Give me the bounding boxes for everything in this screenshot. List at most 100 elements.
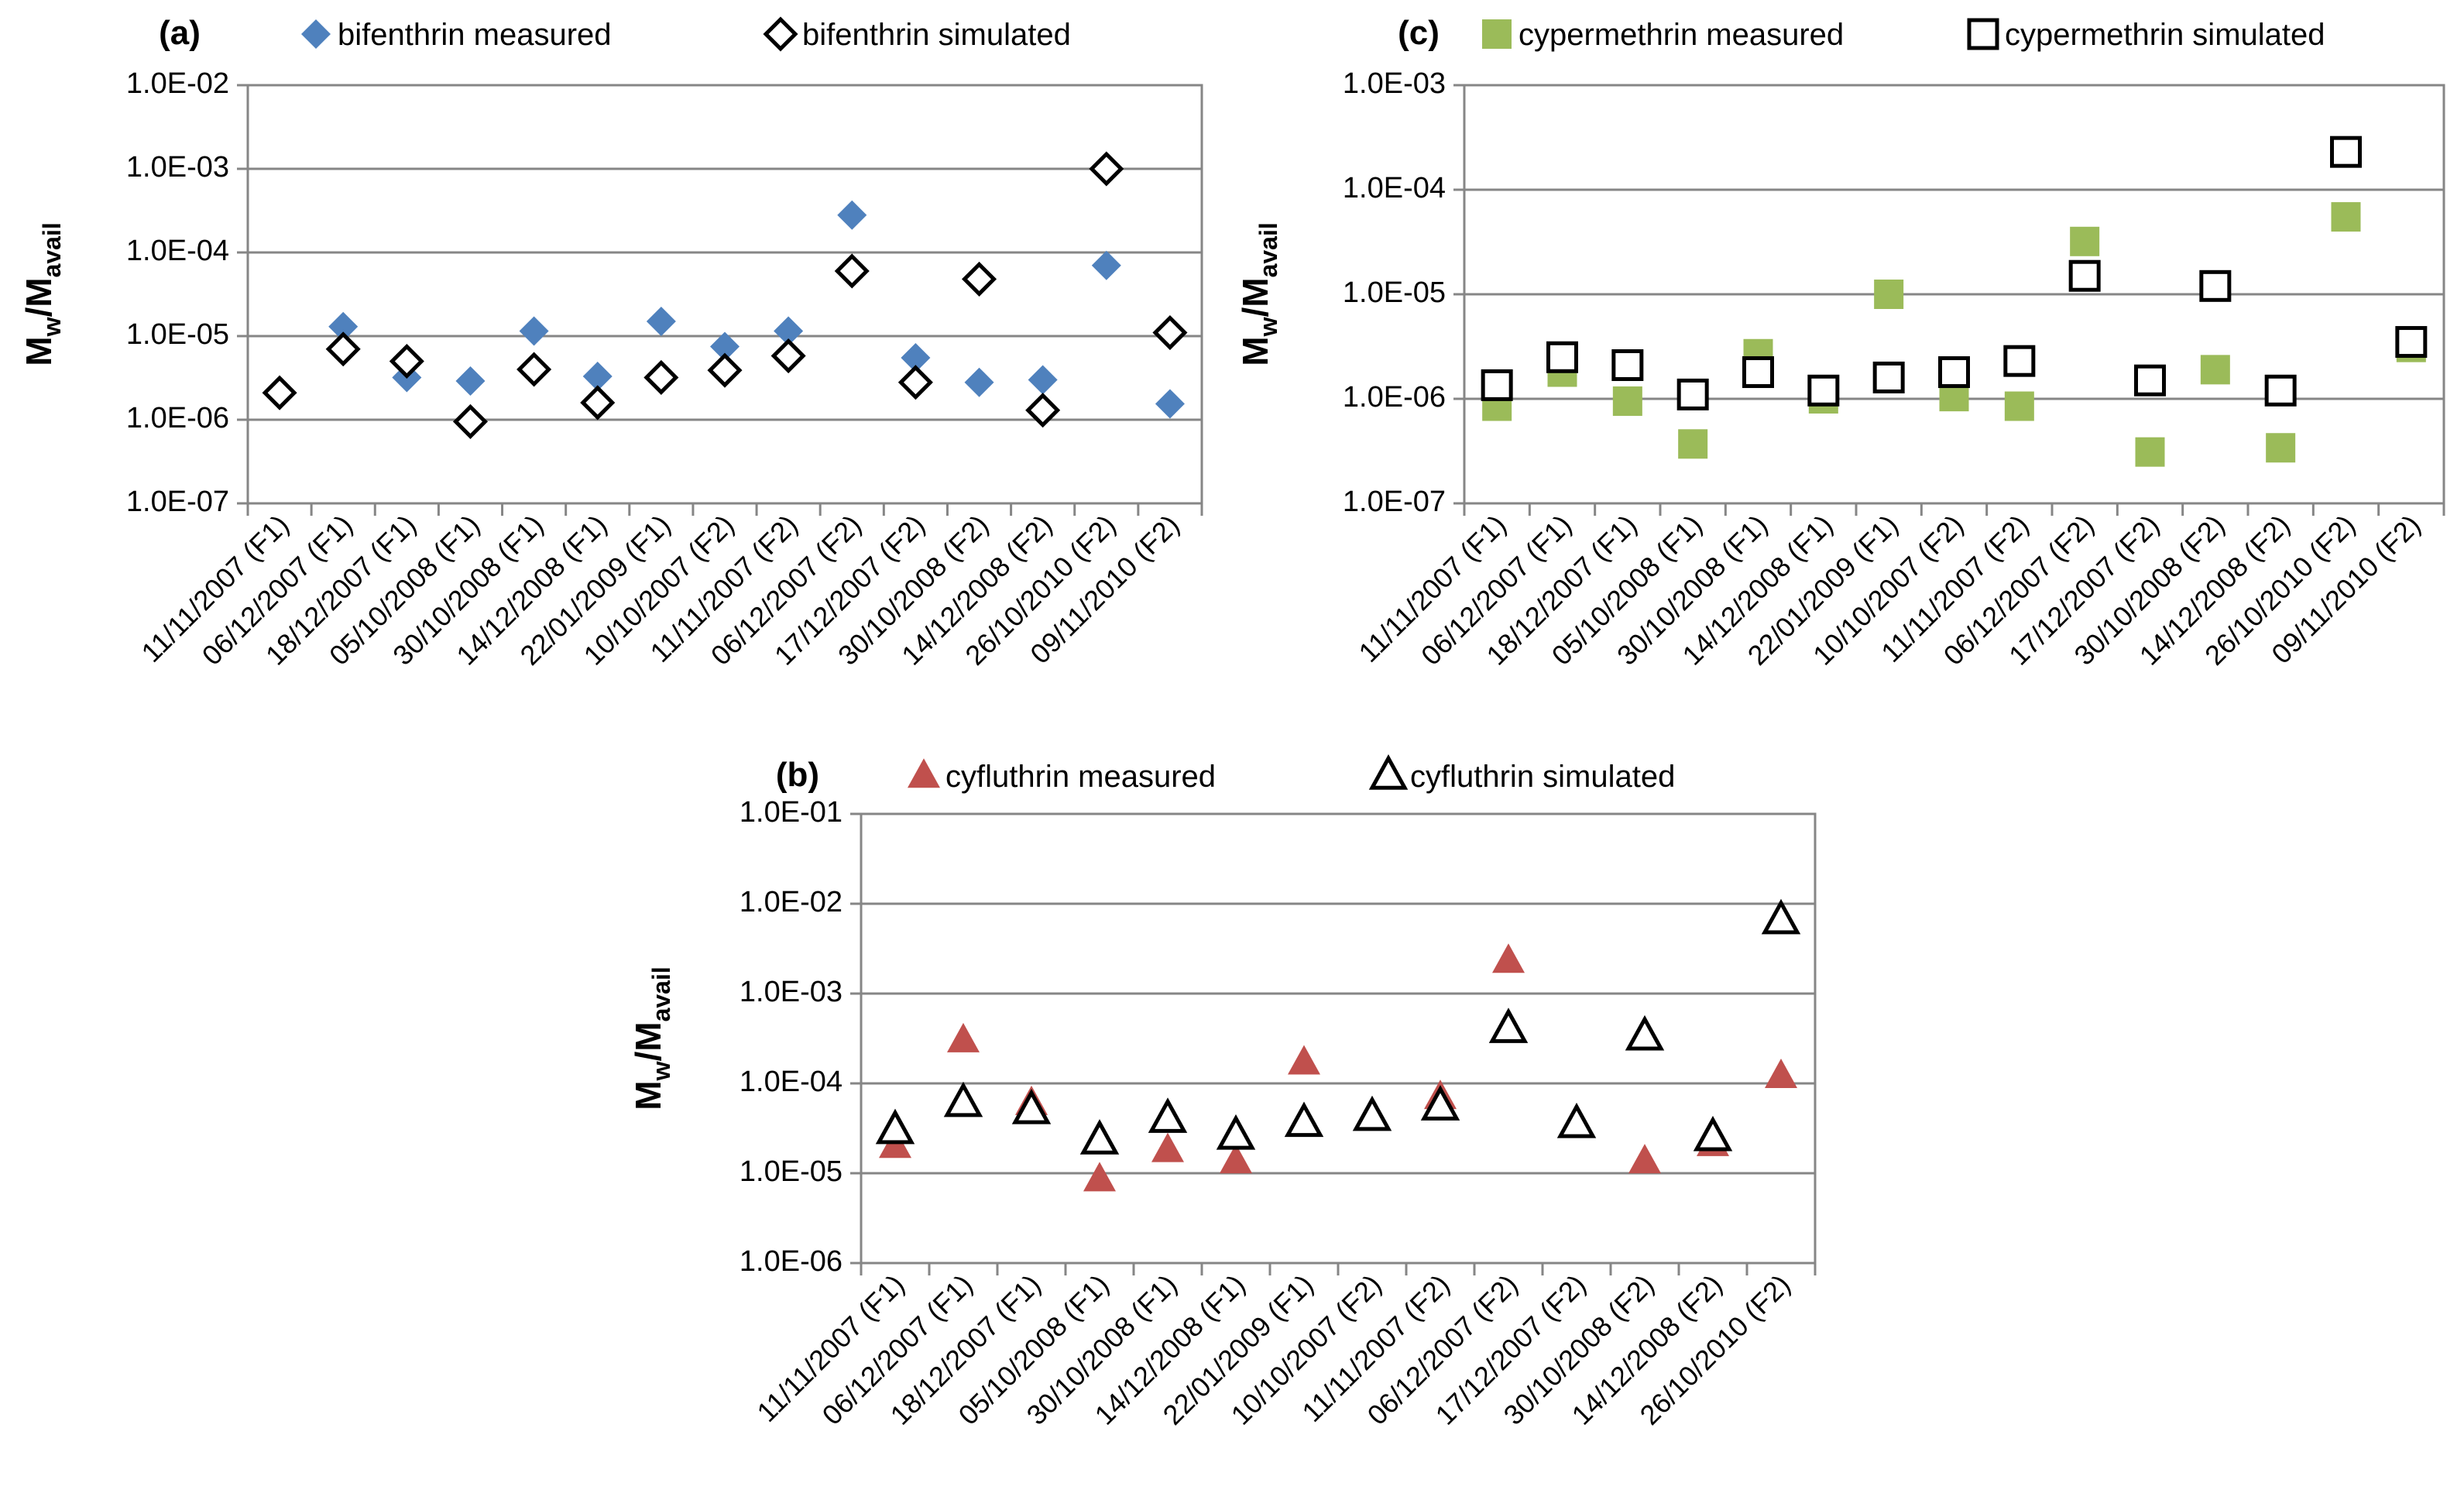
- square-marker: [1938, 356, 1970, 389]
- y-axis-label-part: /M: [19, 277, 59, 317]
- y-tick-label: 1.0E-05: [1343, 276, 1446, 309]
- panel-label: (b): [776, 756, 819, 794]
- square-marker: [1872, 361, 1905, 393]
- y-tick-label: 1.0E-04: [1343, 172, 1446, 204]
- triangle-marker: [947, 1022, 980, 1052]
- y-axis-label-part: /M: [628, 1021, 668, 1061]
- triangle-marker: [1556, 1102, 1597, 1138]
- y-axis-label-part: /M: [1235, 277, 1275, 317]
- square-marker: [1481, 369, 1513, 401]
- legend-diamond-icon: [301, 19, 331, 49]
- diamond-marker: [774, 316, 804, 346]
- square-marker: [2266, 433, 2296, 463]
- square-marker: [2200, 355, 2230, 385]
- y-tick-label: 1.0E-04: [126, 235, 229, 267]
- diamond-marker: [1028, 365, 1058, 395]
- triangle-marker: [1079, 1119, 1120, 1155]
- chart-panel-b: 1.0E-06 1.0E-05 1.0E-04 1.0E-03 1.0E-02 1.0E-…: [628, 754, 1817, 1431]
- plot-area: [860, 812, 1817, 1265]
- triangle-marker: [1011, 1088, 1052, 1124]
- series-simulated: [875, 898, 1801, 1155]
- legend-diamond-icon: [763, 16, 798, 52]
- diamond-marker: [452, 403, 489, 439]
- legend-triangle-icon: [908, 758, 940, 788]
- diamond-marker: [897, 365, 933, 400]
- square-marker: [1678, 429, 1708, 459]
- triangle-marker: [1492, 943, 1525, 973]
- diamond-marker: [325, 331, 361, 367]
- triangle-marker: [1761, 898, 1801, 935]
- square-marker: [2264, 374, 2297, 407]
- y-axis-label: Mw/Mavail: [628, 966, 675, 1111]
- square-marker: [1612, 386, 1642, 417]
- square-marker: [2070, 226, 2100, 256]
- y-tick-label: 1.0E-06: [1343, 381, 1446, 414]
- triangle-marker: [1151, 1132, 1184, 1162]
- y-axis-label-part: M: [1235, 336, 1275, 366]
- y-tick-label: 1.0E-03: [1343, 67, 1446, 100]
- triangle-marker: [1420, 1085, 1460, 1121]
- y-axis-label-part: M: [19, 336, 59, 366]
- y-tick-label: 1.0E-04: [740, 1066, 842, 1098]
- legend-item: bifenthrin simulated: [763, 16, 1071, 52]
- square-marker: [1676, 378, 1709, 410]
- square-marker: [2003, 345, 2036, 377]
- legend-square-icon: [1482, 19, 1512, 49]
- y-axis-label-part: M: [628, 1080, 668, 1110]
- y-tick-label: 1.0E-01: [740, 796, 842, 829]
- triangle-marker: [1352, 1095, 1392, 1131]
- series-simulated: [262, 151, 1188, 439]
- y-axis-label-part: w: [1254, 317, 1282, 337]
- chart-panel-a: 1.0E-07 1.0E-06 1.0E-05 1.0E-04 1.0E-03 1.0E-…: [19, 14, 1203, 671]
- y-tick-label: 1.0E-02: [740, 886, 842, 918]
- plot-area: [246, 84, 1203, 505]
- y-tick-label: 1.0E-05: [740, 1155, 842, 1188]
- triangle-marker: [1765, 1059, 1797, 1089]
- diamond-marker: [770, 338, 806, 374]
- chart-panel-c: 1.0E-071.0E-061.0E-051.0E-041.0E-0311/11…: [1235, 14, 2445, 671]
- legend-square-icon: [1967, 18, 1999, 50]
- legend-item: cypermethrin measured: [1482, 18, 1844, 52]
- y-tick-label: 1.0E-07: [126, 486, 229, 518]
- y-tick-label: 1.0E-06: [740, 1245, 842, 1278]
- legend-label: bifenthrin simulated: [802, 18, 1071, 52]
- diamond-marker: [262, 375, 297, 410]
- square-marker: [2134, 364, 2166, 396]
- triangle-marker: [1625, 1014, 1665, 1051]
- legend-label: cyfluthrin simulated: [1410, 760, 1675, 794]
- legend-item: cyfluthrin simulated: [1368, 754, 1675, 794]
- y-axis-label: Mw/Mavail: [19, 222, 66, 366]
- triangle-marker: [1216, 1114, 1256, 1150]
- y-axis-label-part: avail: [647, 966, 675, 1021]
- diamond-marker: [519, 316, 549, 346]
- triangle-marker: [1628, 1144, 1661, 1174]
- diamond-marker: [961, 261, 997, 297]
- y-tick-label: 1.0E-05: [126, 318, 229, 351]
- y-tick-label: 1.0E-07: [1343, 486, 1446, 518]
- square-marker: [1874, 280, 1904, 309]
- diamond-marker: [582, 362, 613, 392]
- diamond-marker: [1091, 250, 1121, 280]
- triangle-marker: [1693, 1115, 1733, 1152]
- diamond-marker: [901, 343, 931, 373]
- diamond-marker: [834, 253, 870, 289]
- square-marker: [2135, 437, 2165, 467]
- diamond-marker: [964, 367, 994, 397]
- square-marker: [1546, 341, 1578, 373]
- y-tick-label: 1.0E-03: [740, 976, 842, 1008]
- diamond-marker: [1089, 151, 1124, 187]
- triangle-marker: [943, 1081, 983, 1117]
- square-marker: [2004, 391, 2034, 421]
- diamond-marker: [710, 331, 740, 362]
- triangle-marker: [1288, 1045, 1320, 1075]
- square-marker: [2199, 269, 2232, 302]
- legend-item: cyfluthrin measured: [908, 758, 1216, 794]
- y-tick-label: 1.0E-06: [126, 402, 229, 434]
- legend-label: cypermethrin measured: [1519, 18, 1844, 52]
- triangle-marker: [875, 1108, 915, 1145]
- y-axis-label-part: w: [647, 1061, 675, 1081]
- square-marker: [2331, 202, 2361, 232]
- y-axis-label-part: w: [38, 317, 66, 337]
- square-marker: [2330, 136, 2362, 168]
